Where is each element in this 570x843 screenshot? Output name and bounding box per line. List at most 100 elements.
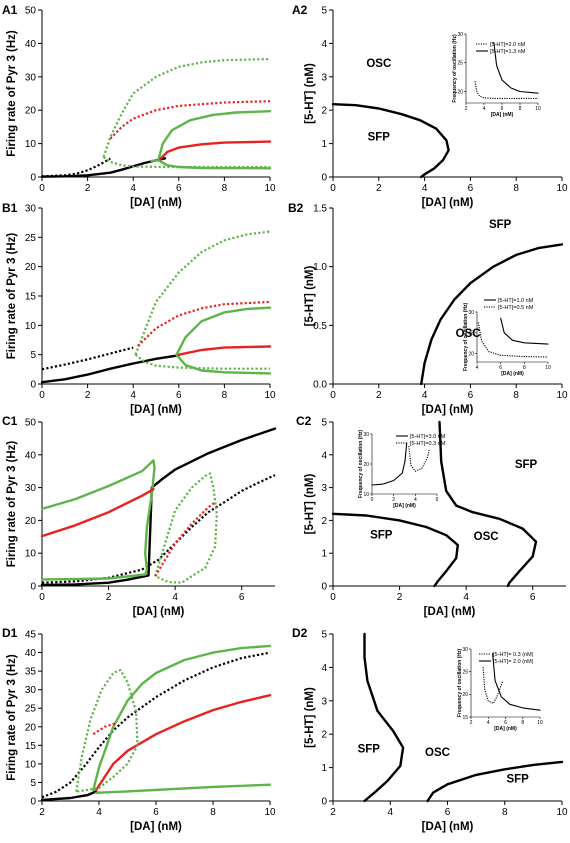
y-tick-label: 20 [25,106,37,117]
y-tick-label: 5 [321,418,327,429]
x-tick-label: 2 [392,497,395,503]
panel-b2: B2 0 2 4 6 8 10 0.0 0.5 1.0 1.5 [DA] (nM) [5-HT] (nM… [288,201,568,416]
x-tick-label: 0 [371,497,374,503]
series-line [177,345,272,356]
y-tick-label: 0 [30,582,36,593]
x-tick-label: 2 [330,807,336,818]
series-line [500,317,549,345]
x-tick-label: 8 [521,720,524,726]
panel-label: C1 [2,414,18,428]
panel-b1: B1 0 2 4 6 8 10 0 5 10 15 20 25 30 [DA] (nM) Firing rat… [2,201,276,416]
y-tick-label: 1.0 [313,262,327,273]
series-line [175,306,272,356]
inset-d2: 2 4 6 8 10 15 20 25 30 [DA] (nM) Frequency of osci… [457,647,543,732]
x-tick-label: 4 [387,807,393,818]
y-tick-label: 2 [321,516,327,527]
series-line-dotted [109,100,271,140]
x-tick-label: 6 [468,183,474,194]
series-line [420,243,564,386]
x-tick-label: 4 [414,497,417,503]
x-tick-label: 0 [39,592,45,603]
y-tick-label: 35 [25,667,37,678]
series-line [40,488,155,538]
series-line [150,159,272,170]
y-tick-label: 0 [30,173,36,184]
series-line-dotted [134,230,271,356]
x-axis-label: [DA] (nM) [133,606,185,618]
region-label: OSC [474,531,499,543]
x-tick-label: 6 [504,720,507,726]
inset-y-label: Frequency of oscillation (Hz) [463,302,469,371]
x-tick-label: 8 [222,390,228,401]
y-tick-label: 3 [321,696,327,707]
panel-label: C2 [296,414,312,428]
region-label: SFP [358,744,381,756]
x-axis-label: [DA] (nM) [130,404,182,416]
inset-c2: 0 2 4 6 10 20 30 [DA] (nM) Frequency of oscillat… [358,429,446,509]
panel-label: B1 [2,201,18,215]
x-tick-label: 8 [523,365,526,371]
x-tick-label: 8 [210,807,216,818]
x-tick-label: 10 [537,720,543,726]
series-line [426,760,564,803]
x-tick-label: 4 [487,720,490,726]
series-line [92,644,272,792]
inset-y-label: Frequency of oscillation (Hz) [452,34,458,103]
y-tick-label: 30 [25,72,37,83]
x-tick-label: 10 [264,390,276,401]
inset-x-label: [DA] (nM) [501,371,524,377]
y-tick-label: 30 [468,310,474,316]
x-tick-label: 2 [376,183,382,194]
region-label: OSC [425,747,450,759]
x-tick-label: 6 [436,497,439,503]
x-tick-label: 8 [519,106,522,112]
y-tick-label: 15 [25,292,37,303]
x-axis-label: [DA] (nM) [130,197,182,209]
y-tick-label: 40 [25,450,37,461]
series-line [492,652,541,711]
y-tick-label: 20 [363,462,369,468]
x-axis-label: [DA] (nM) [422,821,474,833]
y-tick-label: 10 [25,139,37,150]
y-axis-label: [5-HT] (nM) [304,474,316,535]
x-tick-label: 2 [376,390,382,401]
legend-entry: [5-HT]= 0.3 (nM) [493,652,534,658]
x-tick-label: 6 [501,106,504,112]
y-tick-label: 50 [25,6,37,17]
x-tick-label: 4 [422,390,428,401]
y-tick-label: 0 [321,582,327,593]
y-tick-label: 0 [30,797,36,808]
x-tick-label: 10 [545,365,551,371]
x-axis-label: [DA] (nM) [422,197,474,209]
series-line-dotted [75,668,139,793]
y-tick-label: 20 [25,516,37,527]
x-tick-label: 6 [176,183,182,194]
y-tick-label: 20 [25,262,37,273]
x-tick-label: 4 [172,592,178,603]
panel-c2: C2 0 2 4 6 0 1 2 3 4 5 [DA] (nM) [5-HT] (nM) SFP SFP OS… [296,414,566,618]
x-tick-label: 8 [513,390,519,401]
legend-entry: [5-HT]=3.0 nM [410,434,446,440]
y-tick-label: 0.0 [313,380,327,391]
x-tick-label: 4 [422,183,428,194]
x-tick-label: 6 [499,365,502,371]
y-tick-label: 30 [462,647,468,653]
x-tick-label: 4 [96,807,102,818]
legend-entry: [5-HT]=0.5 nM [498,305,534,311]
x-tick-label: 6 [468,390,474,401]
y-tick-label: 0 [321,173,327,184]
region-label: OSC [456,328,481,340]
series-line [159,140,272,160]
inset-x-label: [DA] (nM) [393,503,416,509]
y-axis-label: [5-HT] (nM) [304,687,316,748]
y-tick-label: 5 [321,630,327,641]
y-tick-label: 20 [25,722,37,733]
y-tick-label: 4 [321,39,327,50]
y-tick-label: 1 [321,139,327,150]
series-line-dotted [92,722,117,736]
series-line [493,42,539,94]
y-axis-label: Firing rate of Pyr 3 (Hz) [6,233,18,360]
x-tick-label: 6 [239,592,245,603]
y-tick-label: 3 [321,483,327,494]
y-axis-label: Firing rate of Pyr 3 (Hz) [6,441,18,568]
